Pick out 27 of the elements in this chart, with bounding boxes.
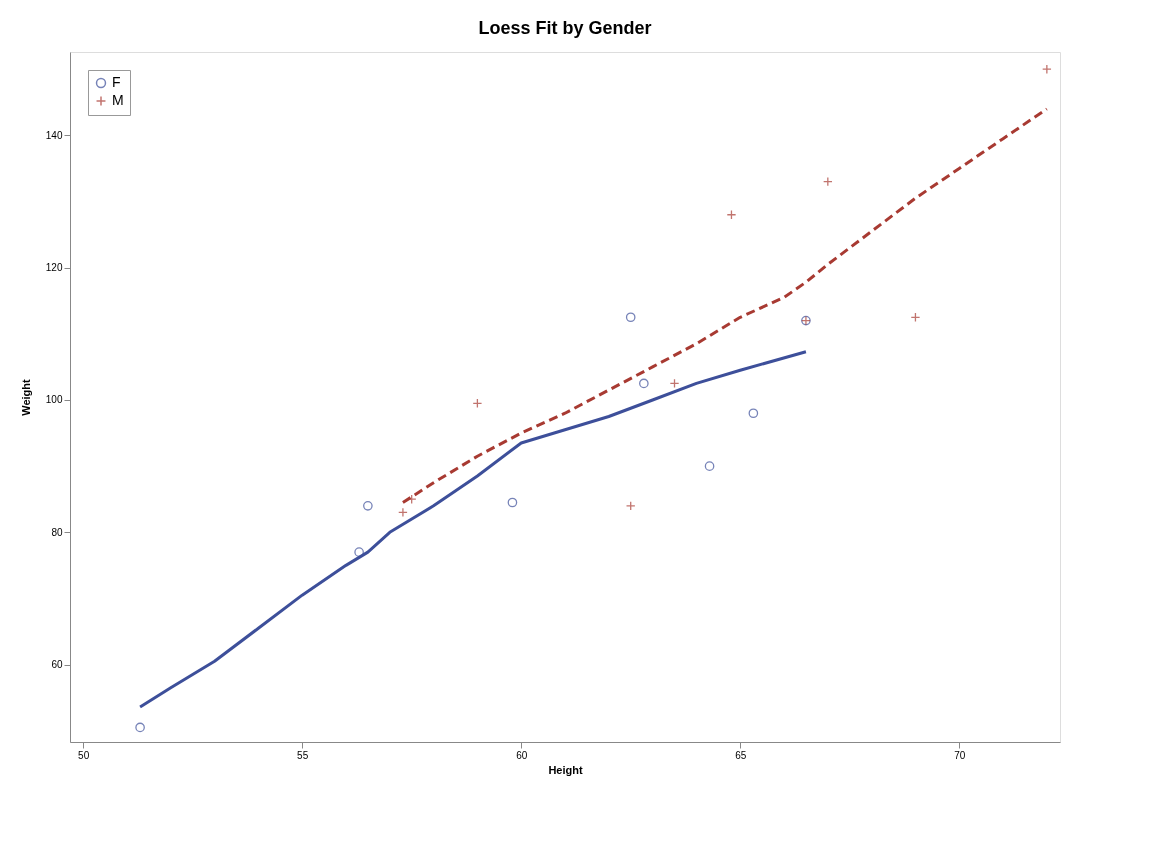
y-axis-title: Weight — [19, 378, 32, 416]
x-tick-label: 60 — [516, 749, 528, 761]
point — [704, 461, 715, 471]
y-tick-label: 80 — [51, 526, 63, 538]
point — [1042, 64, 1052, 75]
point — [135, 722, 145, 733]
y-tick-label: 100 — [45, 394, 63, 406]
legend-label: F — [112, 74, 121, 90]
line-series — [138, 350, 808, 709]
point — [507, 497, 518, 508]
y-tick-label: 140 — [45, 129, 63, 141]
point — [748, 408, 759, 419]
x-tick-label: 65 — [735, 749, 747, 761]
point — [639, 378, 649, 389]
line-series — [401, 107, 1049, 505]
x-tick-label: 70 — [954, 749, 966, 761]
point — [354, 547, 364, 557]
legend-label: M — [112, 92, 124, 108]
y-tick-label: 60 — [51, 659, 63, 671]
point — [363, 501, 373, 511]
point — [398, 507, 408, 518]
x-axis-title: Height — [548, 763, 583, 776]
x-tick-label: 50 — [78, 749, 90, 761]
x-tick-label: 55 — [297, 749, 309, 761]
point — [625, 312, 636, 323]
chart-title: Loess Fit by Gender — [478, 18, 652, 38]
y-tick-label: 120 — [45, 262, 63, 274]
